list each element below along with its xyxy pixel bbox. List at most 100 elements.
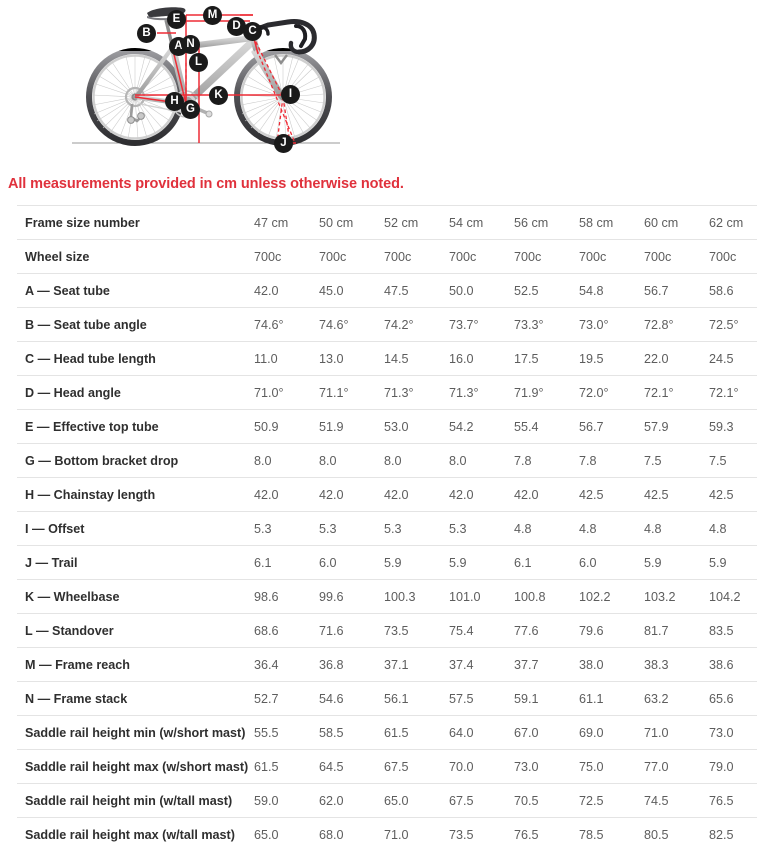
row-value: 72.1° xyxy=(644,375,709,410)
row-value: 36.8 xyxy=(319,647,384,682)
row-value: 5.3 xyxy=(319,511,384,546)
row-label: B — Seat tube angle xyxy=(17,307,254,342)
row-value: 56.1 xyxy=(384,681,449,716)
row-value: 65.6 xyxy=(709,681,757,716)
row-value: 700c xyxy=(254,239,319,274)
row-value: 76.5 xyxy=(709,783,757,818)
row-value: 82.5 xyxy=(709,817,757,852)
table-row: G — Bottom bracket drop 8.0 8.0 8.0 8.0 7.8 7.… xyxy=(17,443,757,478)
row-value: 99.6 xyxy=(319,579,384,614)
row-value: 4.8 xyxy=(514,511,579,546)
row-value: 52.5 xyxy=(514,273,579,308)
row-label: K — Wheelbase xyxy=(17,579,254,614)
row-value: 71.0 xyxy=(644,715,709,750)
row-value: 63.2 xyxy=(644,681,709,716)
row-value: 42.5 xyxy=(709,477,757,512)
row-value: 700c xyxy=(709,239,757,274)
row-label: Saddle rail height max (w/tall mast) xyxy=(17,817,254,852)
row-label: Saddle rail height min (w/tall mast) xyxy=(17,783,254,818)
row-value: 60 cm xyxy=(644,205,709,240)
row-value: 62 cm xyxy=(709,205,757,240)
row-value: 54 cm xyxy=(449,205,514,240)
row-value: 83.5 xyxy=(709,613,757,648)
row-value: 47 cm xyxy=(254,205,319,240)
row-value: 67.5 xyxy=(384,749,449,784)
row-value: 42.0 xyxy=(384,477,449,512)
row-value: 5.3 xyxy=(254,511,319,546)
measurement-units-notice: All measurements provided in cm unless o… xyxy=(8,176,404,192)
row-value: 80.5 xyxy=(644,817,709,852)
row-value: 8.0 xyxy=(254,443,319,478)
row-value: 68.0 xyxy=(319,817,384,852)
row-value: 100.3 xyxy=(384,579,449,614)
row-value: 5.9 xyxy=(384,545,449,580)
row-value: 700c xyxy=(514,239,579,274)
row-value: 79.0 xyxy=(709,749,757,784)
table-row: H — Chainstay length 42.0 42.0 42.0 42.0 42.0… xyxy=(17,477,757,512)
row-value: 59.1 xyxy=(514,681,579,716)
row-value: 22.0 xyxy=(644,341,709,376)
row-value: 52 cm xyxy=(384,205,449,240)
row-value: 55.4 xyxy=(514,409,579,444)
row-value: 8.0 xyxy=(384,443,449,478)
row-value: 72.5° xyxy=(709,307,757,342)
row-value: 50 cm xyxy=(319,205,384,240)
row-label: E — Effective top tube xyxy=(17,409,254,444)
row-value: 5.9 xyxy=(644,545,709,580)
row-value: 101.0 xyxy=(449,579,514,614)
callout-marker-n: N xyxy=(181,35,200,54)
row-value: 55.5 xyxy=(254,715,319,750)
row-value: 54.6 xyxy=(319,681,384,716)
row-value: 47.5 xyxy=(384,273,449,308)
row-value: 73.0 xyxy=(514,749,579,784)
row-value: 70.5 xyxy=(514,783,579,818)
table-row: C — Head tube length 11.0 13.0 14.5 16.0 17.5… xyxy=(17,341,757,376)
row-value: 42.0 xyxy=(514,477,579,512)
row-value: 56 cm xyxy=(514,205,579,240)
row-value: 8.0 xyxy=(449,443,514,478)
callout-marker-e: E xyxy=(167,10,186,29)
row-value: 74.6° xyxy=(254,307,319,342)
row-value: 71.3° xyxy=(449,375,514,410)
row-value: 38.6 xyxy=(709,647,757,682)
row-value: 50.9 xyxy=(254,409,319,444)
table-row: A — Seat tube 42.0 45.0 47.5 50.0 52.5 54.8 56.… xyxy=(17,273,757,308)
row-value: 67.5 xyxy=(449,783,514,818)
row-label: Frame size number xyxy=(17,205,254,240)
row-label: N — Frame stack xyxy=(17,681,254,716)
row-value: 700c xyxy=(579,239,644,274)
row-value: 700c xyxy=(384,239,449,274)
row-value: 14.5 xyxy=(384,341,449,376)
row-value: 24.5 xyxy=(709,341,757,376)
row-value: 37.7 xyxy=(514,647,579,682)
row-value: 4.8 xyxy=(579,511,644,546)
row-value: 74.6° xyxy=(319,307,384,342)
row-value: 72.8° xyxy=(644,307,709,342)
row-value: 51.9 xyxy=(319,409,384,444)
bike-illustration xyxy=(72,7,340,146)
callout-marker-k: K xyxy=(209,86,228,105)
row-label: I — Offset xyxy=(17,511,254,546)
table-row: Saddle rail height max (w/short mast) 61.… xyxy=(17,749,757,784)
row-value: 64.0 xyxy=(449,715,514,750)
row-value: 71.9° xyxy=(514,375,579,410)
row-value: 38.0 xyxy=(579,647,644,682)
row-value: 7.5 xyxy=(644,443,709,478)
row-value: 71.0° xyxy=(254,375,319,410)
callout-marker-c: C xyxy=(243,22,262,41)
row-value: 69.0 xyxy=(579,715,644,750)
table-row: Saddle rail height min (w/tall mast) 59.0… xyxy=(17,783,757,818)
row-value: 42.0 xyxy=(449,477,514,512)
callout-marker-l: L xyxy=(189,53,208,72)
row-label: A — Seat tube xyxy=(17,273,254,308)
row-value: 42.0 xyxy=(254,477,319,512)
row-value: 7.8 xyxy=(514,443,579,478)
row-label: Saddle rail height min (w/short mast) xyxy=(17,715,254,750)
table-row: Frame size number 47 cm 50 cm 52 cm 54 cm 56 … xyxy=(17,205,757,240)
callout-marker-j: J xyxy=(274,134,293,153)
row-value: 11.0 xyxy=(254,341,319,376)
row-value: 37.4 xyxy=(449,647,514,682)
callout-marker-g: G xyxy=(181,100,200,119)
row-value: 7.5 xyxy=(709,443,757,478)
row-value: 36.4 xyxy=(254,647,319,682)
